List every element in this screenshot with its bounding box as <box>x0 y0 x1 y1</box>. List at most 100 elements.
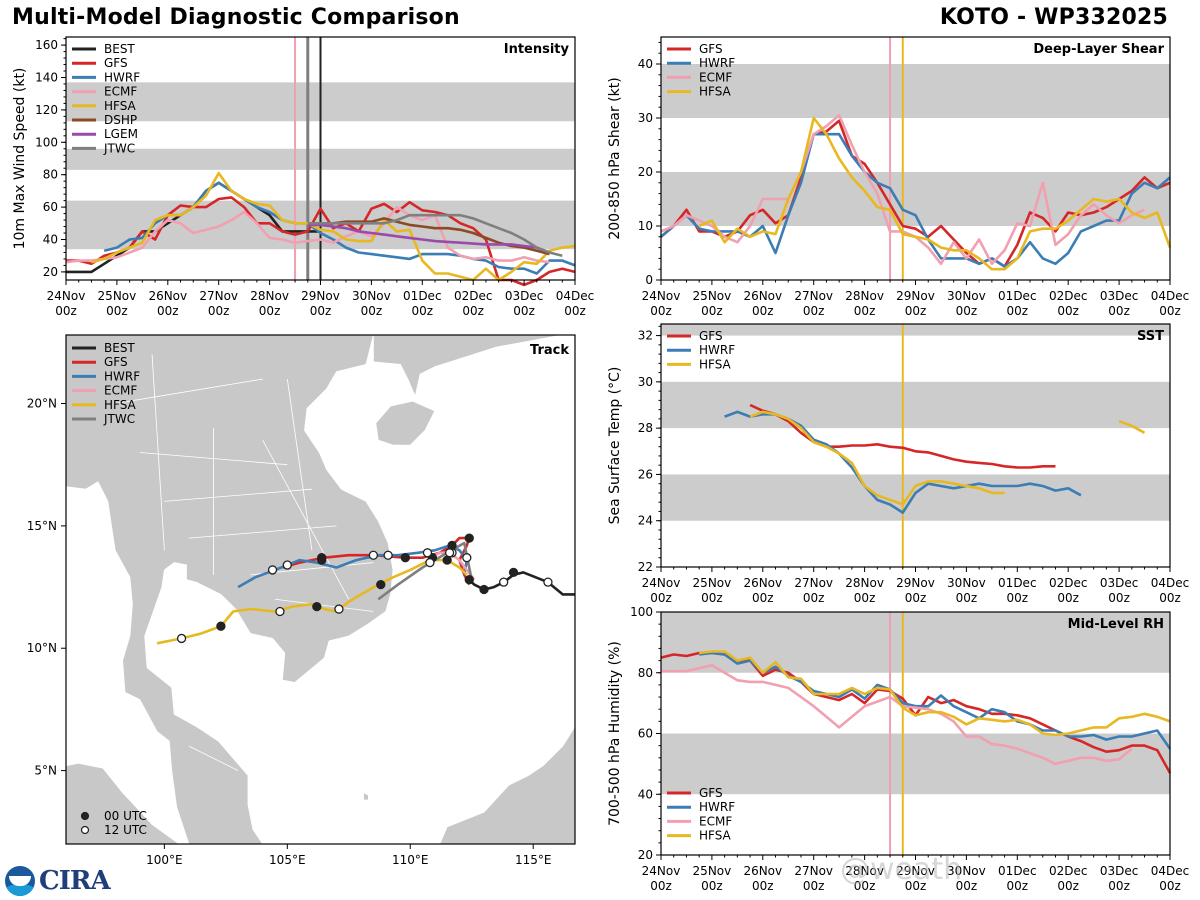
y-axis-label: Sea Surface Temp (°C) <box>607 367 623 525</box>
x-tick-label: 00z <box>310 304 332 318</box>
track-marker-00utc <box>464 533 474 543</box>
y-tick-label: 10 <box>638 219 653 233</box>
x-tick-label: 29Nov <box>896 864 935 878</box>
series-line-hfsa <box>698 116 1172 271</box>
x-tick-label: 00z <box>1159 879 1181 893</box>
province-border <box>164 488 312 502</box>
x-tick-label: 27Nov <box>794 289 833 303</box>
x-tick-label: 25Nov <box>98 289 137 303</box>
main-title: Multi-Model Diagnostic Comparison <box>12 5 460 30</box>
x-tick-label: 00z <box>905 304 927 318</box>
x-tick-label: 26Nov <box>743 864 782 878</box>
y-tick-label: 100 <box>630 605 653 619</box>
legend-marker-00utc <box>80 811 90 821</box>
province-border <box>274 598 374 612</box>
x-tick-label: 00z <box>650 879 672 893</box>
y-axis-label: 10m Max Wind Speed (kt) <box>12 68 28 250</box>
x-tick-label: 00z <box>701 304 723 318</box>
legend-label-hfsa: HFSA <box>699 357 732 371</box>
province-border <box>286 378 313 551</box>
x-tick-label: 00z <box>513 304 535 318</box>
panel-sst: 22242628303224Nov00z25Nov00z26Nov00z27No… <box>607 323 1189 605</box>
y-tick-label: 30 <box>638 111 653 125</box>
legend-label-utc: 12 UTC <box>104 823 147 837</box>
y-axis-label: 700-500 hPa Humidity (%) <box>607 641 623 826</box>
watermark: @weath <box>840 852 963 887</box>
track-marker-12utc <box>425 557 435 568</box>
y-tick-label: 100 <box>35 135 58 149</box>
series-line-lgem <box>307 223 550 254</box>
legend-label-jtwc: JTWC <box>103 141 135 155</box>
series-line-hfsa <box>749 410 1005 506</box>
track-marker-12utc <box>543 577 553 587</box>
x-tick-label: 26Nov <box>148 289 187 303</box>
x-tick-label: 25Nov <box>693 576 732 590</box>
lon-tick-label: 100°E <box>146 853 183 867</box>
x-tick-label: 00z <box>1057 304 1079 318</box>
y-tick-label: 20 <box>43 265 58 279</box>
south-china-land <box>372 335 575 398</box>
y-tick-label: 20 <box>638 848 653 862</box>
x-tick-label: 00z <box>905 591 927 605</box>
x-tick-label: 24Nov <box>642 576 681 590</box>
x-tick-label: 00z <box>564 304 586 318</box>
panel-title: Track <box>530 343 569 358</box>
legend-label-hfsa: HFSA <box>699 829 732 843</box>
legend-label-utc: 00 UTC <box>104 809 147 823</box>
mainland-land <box>66 335 394 844</box>
x-tick-label: 28Nov <box>845 576 884 590</box>
x-tick-label: 00z <box>803 591 825 605</box>
series-line-jtwc <box>307 213 563 257</box>
x-tick-label: 00z <box>650 304 672 318</box>
track-marker-00utc <box>508 567 519 578</box>
x-tick-label: 00z <box>157 304 179 318</box>
x-tick-label: 00z <box>701 879 723 893</box>
x-tick-label: 04Dec <box>1151 864 1190 878</box>
legend-label-gfs: GFS <box>104 355 128 369</box>
x-tick-label: 30Nov <box>947 289 986 303</box>
x-tick-label: 00z <box>1007 879 1029 893</box>
province-border <box>151 354 165 551</box>
legend-label-gfs: GFS <box>699 329 723 343</box>
legend-label-hwrf: HWRF <box>699 56 735 70</box>
x-tick-label: 00z <box>1007 304 1029 318</box>
x-tick-label: 00z <box>1057 591 1079 605</box>
y-tick-label: 120 <box>35 103 58 117</box>
noaa-logo-icon <box>5 866 35 896</box>
x-tick-label: 24Nov <box>47 289 86 303</box>
y-tick-label: 60 <box>638 727 653 741</box>
legend-label-ecmf: ECMF <box>699 814 732 828</box>
cira-logo-text: CIRA <box>39 866 111 896</box>
track-marker-12utc <box>368 550 379 560</box>
x-tick-label: 03Dec <box>1100 576 1139 590</box>
track-marker-00utc <box>442 555 452 565</box>
lon-tick-label: 105°E <box>269 853 306 867</box>
series-line-ecmf <box>661 663 1133 766</box>
x-tick-label: 00z <box>1159 304 1181 318</box>
x-tick-label: 02Dec <box>1049 576 1088 590</box>
y-tick-label: 160 <box>35 38 58 52</box>
lat-tick-label: 5°N <box>34 764 57 778</box>
y-tick-label: 0 <box>645 273 653 287</box>
track-marker-12utc <box>334 604 344 614</box>
legend-label-best: BEST <box>104 42 135 56</box>
x-tick-label: 00z <box>854 591 876 605</box>
panel-title: Mid-Level RH <box>1068 617 1164 632</box>
x-tick-label: 27Nov <box>794 576 833 590</box>
x-tick-label: 26Nov <box>743 289 782 303</box>
x-tick-label: 02Dec <box>1049 289 1088 303</box>
lon-tick-label: 110°E <box>392 853 429 867</box>
y-tick-label: 30 <box>638 375 653 389</box>
series-line-gfs <box>749 403 1056 469</box>
y-tick-label: 22 <box>638 560 653 574</box>
y-tick-label: 40 <box>638 57 653 71</box>
x-tick-label: 27Nov <box>794 864 833 878</box>
x-tick-label: 01Dec <box>998 576 1037 590</box>
x-tick-label: 00z <box>412 304 434 318</box>
plot-frame <box>660 323 1171 568</box>
y-tick-label: 26 <box>638 467 653 481</box>
track-marker-00utc <box>376 579 386 590</box>
series-line-hfsa <box>699 650 1171 737</box>
x-tick-label: 04Dec <box>1151 289 1190 303</box>
